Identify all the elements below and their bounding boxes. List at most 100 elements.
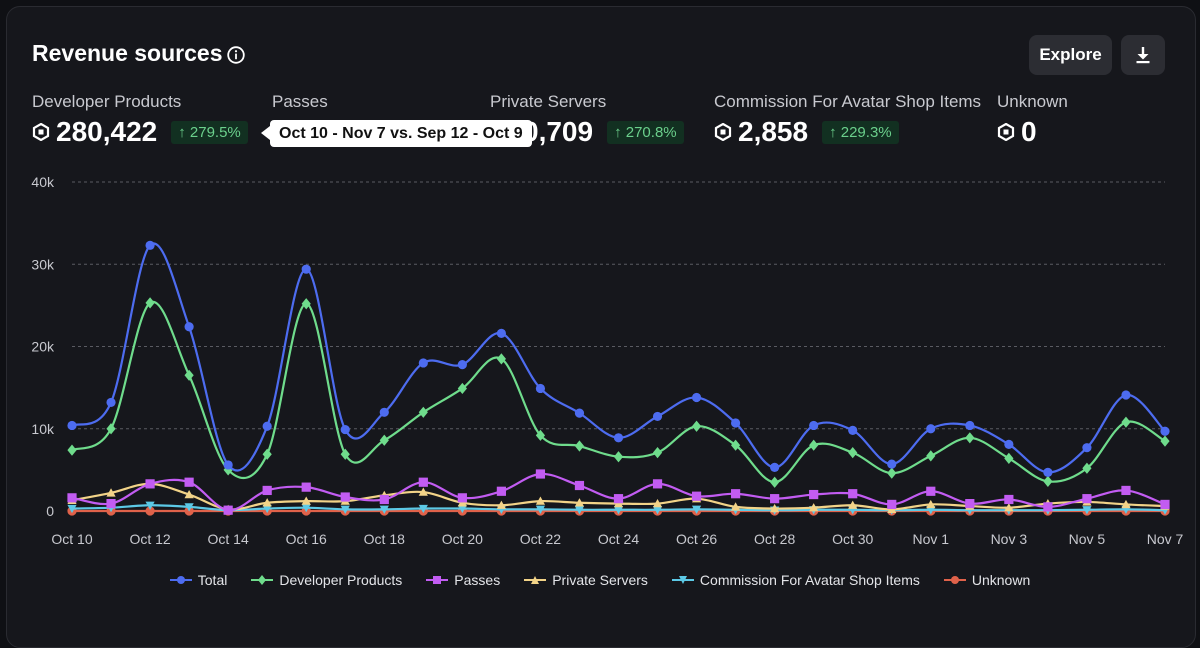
data-point-developer-products	[106, 423, 116, 435]
legend-swatch	[169, 576, 192, 584]
data-point-developer-products	[340, 448, 350, 460]
data-point-passes	[67, 493, 77, 503]
stat-unknown: 0	[997, 114, 1037, 150]
data-point-total	[887, 459, 897, 469]
data-point-passes	[145, 479, 155, 489]
stat-value: 0,709	[523, 116, 594, 147]
data-point-private-servers	[809, 503, 819, 512]
data-point-commission-for-avatar-shop-items	[926, 506, 936, 515]
data-point-total	[418, 358, 428, 368]
data-point-private-servers	[926, 499, 936, 509]
data-point-commission-for-avatar-shop-items	[340, 505, 350, 514]
legend-item[interactable]: Developer Products	[251, 572, 402, 588]
data-point-private-servers	[652, 498, 663, 508]
data-point-developer-products	[262, 448, 272, 460]
data-point-total	[184, 322, 194, 332]
legend-item[interactable]: Total	[169, 572, 227, 588]
data-point-developer-products	[574, 440, 585, 452]
stat-label-passes: Passes	[272, 92, 328, 111]
stat-value: 2,858	[738, 116, 809, 147]
data-point-commission-for-avatar-shop-items	[691, 505, 702, 514]
data-point-developer-products	[691, 420, 702, 432]
legend-item[interactable]: Private Servers	[524, 572, 648, 588]
legend-label: Unknown	[971, 572, 1031, 588]
data-point-passes	[301, 482, 311, 492]
x-tick-label: Nov 7	[1147, 531, 1184, 547]
download-icon	[1136, 47, 1150, 64]
data-point-private-servers	[1121, 499, 1131, 509]
data-point-total	[926, 424, 936, 434]
data-point-passes	[1160, 499, 1170, 510]
data-point-unknown	[145, 506, 155, 516]
page-title: Revenue sources	[32, 40, 223, 66]
data-point-total	[652, 411, 663, 422]
data-point-total	[340, 424, 350, 435]
x-tick-label: Oct 22	[520, 531, 561, 547]
data-point-passes	[965, 498, 975, 509]
data-point-developer-products	[535, 429, 546, 441]
data-point-passes	[496, 486, 506, 496]
legend-item[interactable]: Unknown	[943, 572, 1031, 588]
x-tick-label: Oct 24	[598, 531, 639, 547]
revenue-line-chart: 0 10k 20k 30k 40k Oct 10 Oct 12 Oct 14 Oct 16 Oct…	[31, 174, 1184, 547]
data-point-commission-for-avatar-shop-items	[613, 506, 624, 515]
data-point-developer-products	[770, 476, 780, 488]
x-tick-label: Oct 26	[676, 531, 717, 547]
chart-legend: Total Developer Products Passes Private Ser…	[0, 572, 1200, 588]
change-badge: ↑ 270.8%	[607, 120, 684, 144]
data-point-commission-for-avatar-shop-items	[379, 505, 389, 514]
data-point-total	[301, 264, 311, 274]
robux-icon	[714, 123, 732, 141]
data-point-total	[731, 418, 741, 428]
x-tick-label: Oct 28	[754, 531, 795, 547]
data-point-total	[262, 421, 272, 431]
data-point-developer-products	[809, 439, 819, 451]
data-point-passes	[262, 485, 272, 496]
data-point-total	[106, 397, 116, 408]
data-point-commission-for-avatar-shop-items	[418, 504, 428, 514]
x-tick-label: Oct 14	[208, 531, 249, 547]
data-point-developer-products	[731, 439, 741, 451]
data-point-developer-products	[301, 298, 311, 310]
data-point-passes	[457, 493, 467, 503]
data-point-developer-products	[184, 369, 194, 381]
data-point-commission-for-avatar-shop-items	[67, 504, 77, 514]
data-point-total	[848, 425, 858, 435]
data-point-total	[1160, 426, 1170, 436]
data-point-developer-products	[848, 447, 858, 459]
data-point-developer-products	[457, 382, 467, 395]
legend-swatch	[524, 576, 547, 584]
stat-label-developer-products: Developer Products	[32, 92, 182, 111]
change-badge: ↑ 279.5%	[171, 120, 248, 144]
legend-item[interactable]: Passes	[426, 572, 500, 588]
download-button[interactable]	[1121, 35, 1165, 75]
data-point-passes	[1004, 494, 1014, 505]
legend-item[interactable]: Commission For Avatar Shop Items	[671, 572, 920, 588]
stat-label-unknown: Unknown	[997, 92, 1068, 111]
data-point-developer-products	[379, 434, 389, 446]
data-point-private-servers	[301, 496, 311, 505]
data-point-passes	[1082, 494, 1092, 504]
data-point-developer-products	[1004, 452, 1014, 464]
data-point-total	[145, 240, 155, 250]
data-point-total	[1082, 443, 1092, 453]
explore-button[interactable]: Explore	[1029, 35, 1112, 75]
y-tick-label: 10k	[31, 421, 55, 437]
data-point-private-servers	[574, 498, 585, 507]
stat-label-private-servers: Private Servers	[490, 92, 607, 111]
data-point-commission-for-avatar-shop-items	[1082, 506, 1092, 515]
data-point-passes	[184, 477, 194, 487]
data-point-passes	[379, 494, 389, 505]
data-point-passes	[731, 489, 741, 499]
x-tick-label: Nov 5	[1069, 531, 1106, 547]
x-tick-label: Nov 1	[912, 531, 949, 547]
data-point-commission-for-avatar-shop-items	[145, 501, 155, 510]
data-point-private-servers	[496, 500, 506, 509]
data-point-passes	[223, 505, 233, 515]
info-icon[interactable]	[227, 46, 245, 64]
legend-swatch	[426, 576, 449, 584]
stat-developer-products: 280,422 ↑ 279.5%	[32, 114, 248, 150]
data-point-developer-products	[965, 432, 975, 444]
legend-label: Private Servers	[552, 572, 648, 588]
data-point-total	[809, 420, 819, 431]
